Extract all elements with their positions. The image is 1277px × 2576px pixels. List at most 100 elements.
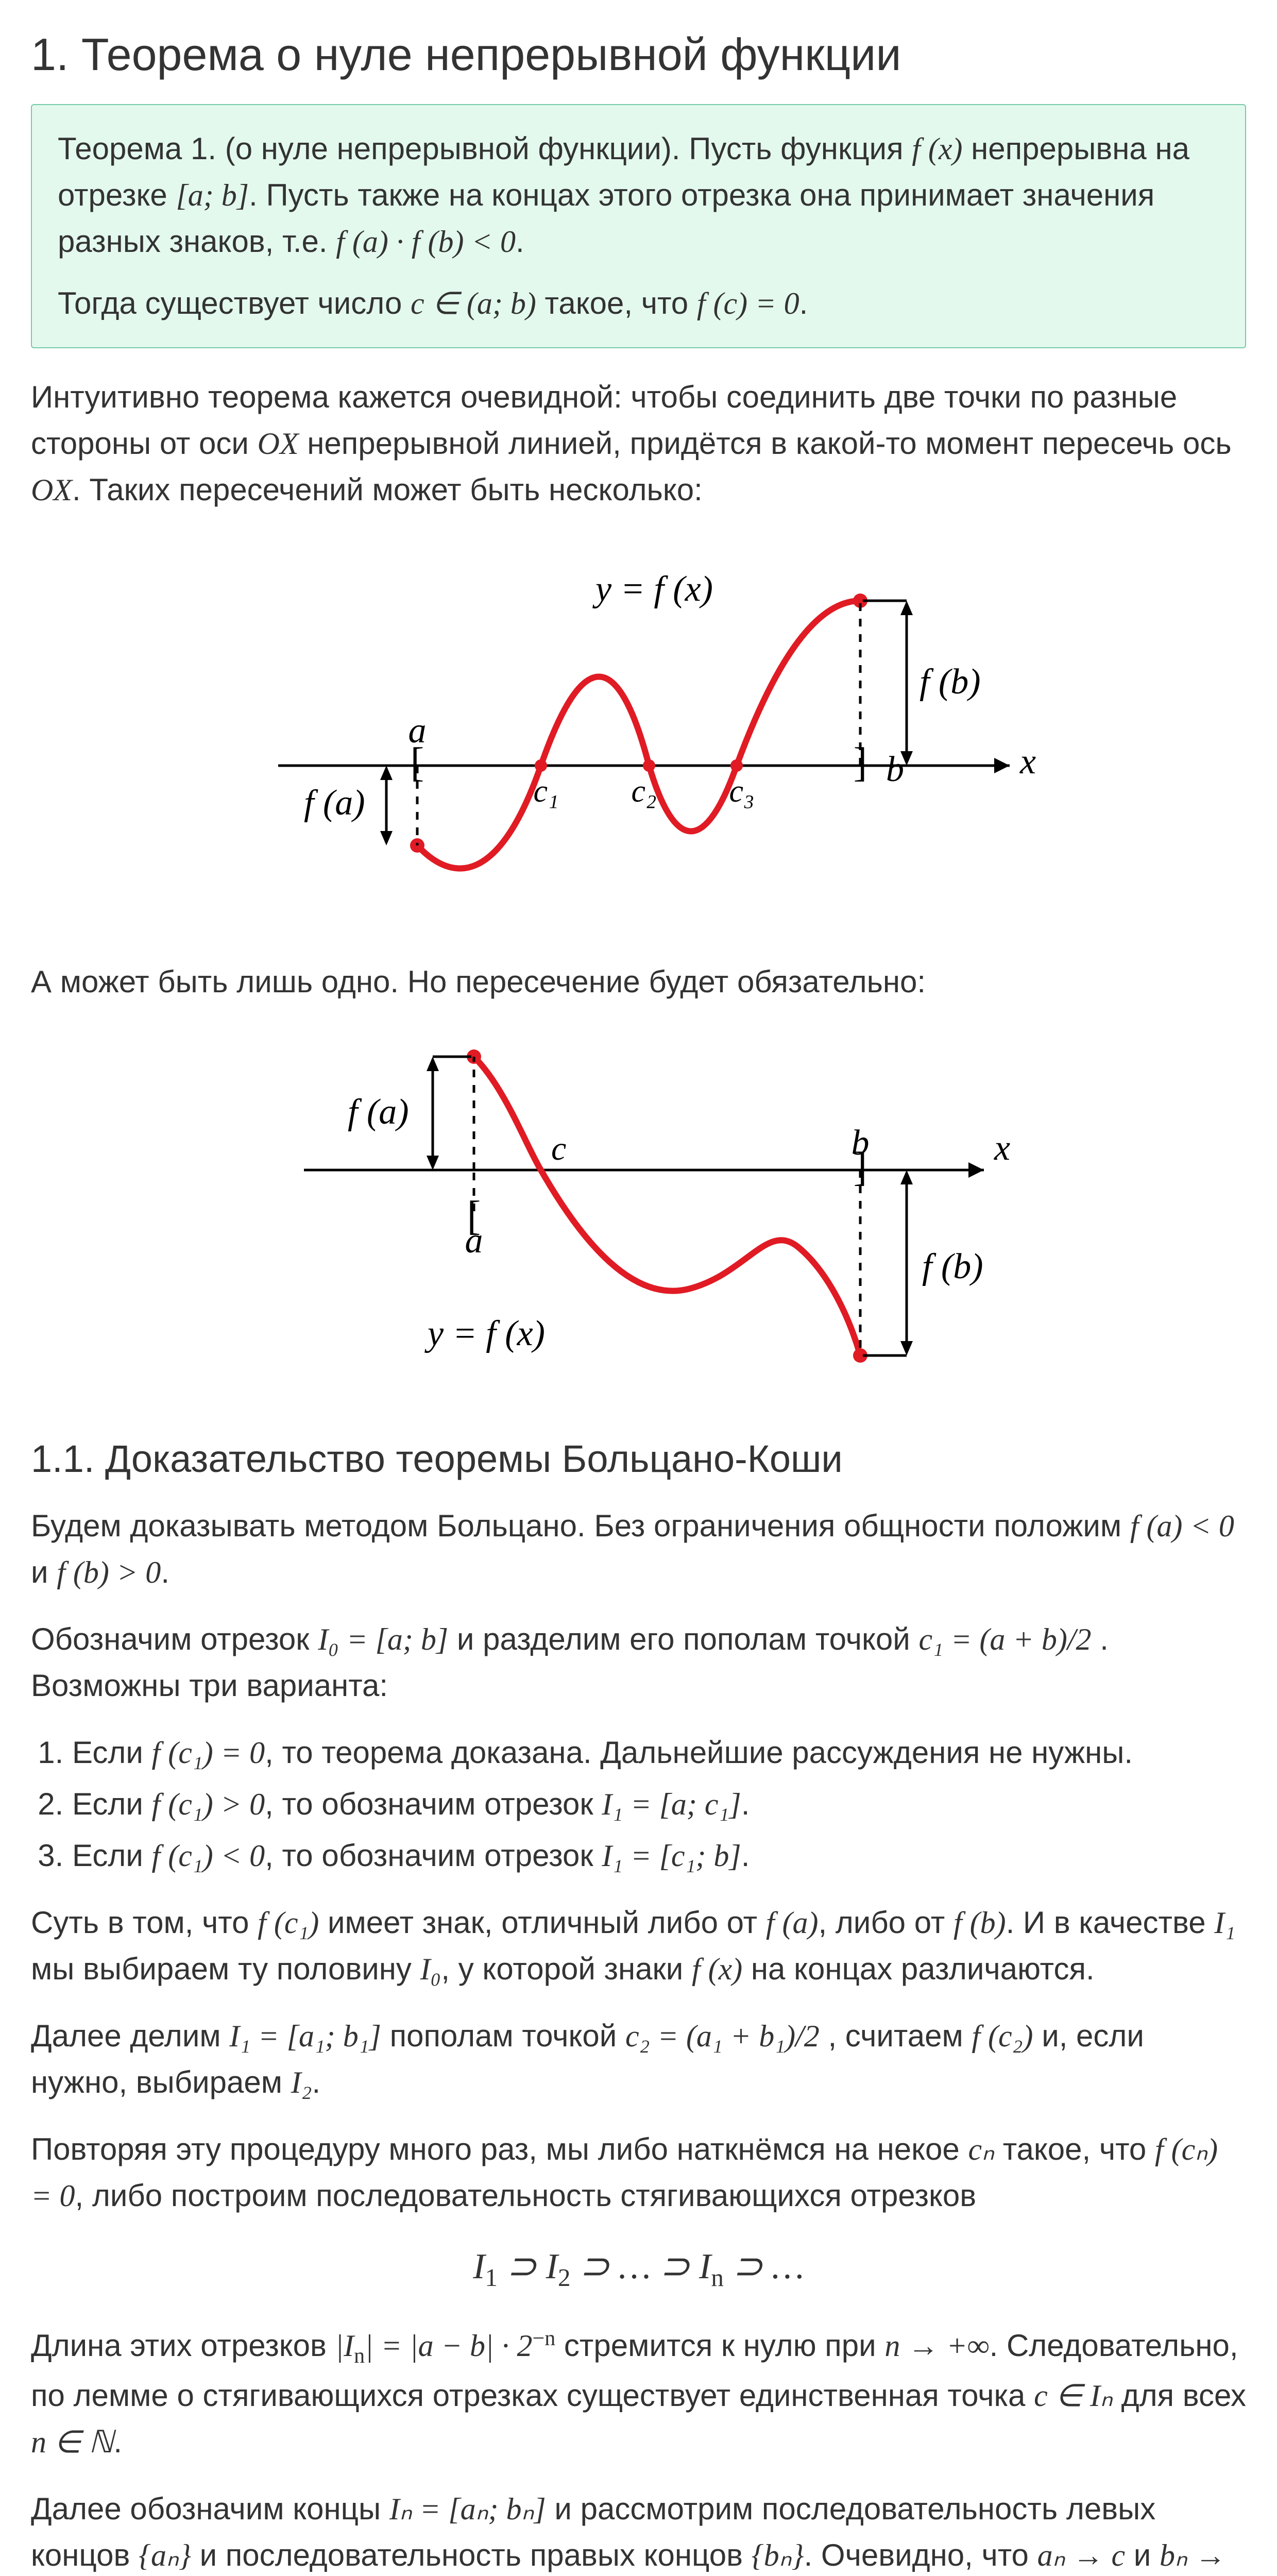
text: . Очевидно, что — [804, 2538, 1029, 2572]
figure-multiple-roots: x [ ] a b f (a) — [31, 534, 1246, 938]
condition-1: Если f (c₁) = 0, то теорема доказана. Да… — [72, 1730, 1246, 1776]
math: |In| = |a − b| · 2−n — [335, 2329, 556, 2363]
math: {bₙ} — [752, 2538, 804, 2572]
text: Суть в том, что — [31, 1905, 249, 1940]
math: I₁ = [c₁; b] — [602, 1839, 741, 1873]
text: Длина этих отрезков — [31, 2328, 327, 2363]
math: I₁ — [1214, 1906, 1235, 1940]
curve-2 — [474, 1057, 860, 1355]
math-fc0: f (c) = 0 — [697, 286, 799, 320]
math: cₙ — [968, 2132, 994, 2166]
math-f-x: f (x) — [912, 132, 962, 166]
label-a: a — [465, 1221, 483, 1261]
condition-3: Если f (c₁) < 0, то обозначим отрезок I₁… — [72, 1833, 1246, 1879]
axis-x-label: x — [1019, 742, 1036, 782]
text: , то обозначим отрезок — [265, 1787, 593, 1821]
math: f (b) — [954, 1906, 1006, 1940]
subsection-title: 1.1. Доказательство теоремы Больцано-Кош… — [31, 1430, 1246, 1487]
math: c ∈ Iₙ — [1034, 2379, 1113, 2413]
text: и разделим его пополам точкой — [457, 1622, 910, 1656]
math: I₂ — [291, 2065, 312, 2099]
label-fa: f (a) — [304, 783, 365, 823]
text: для всех — [1121, 2378, 1246, 2413]
text: , то обозначим отрезок — [265, 1838, 593, 1873]
text: Будем доказывать методом Больцано. Без о… — [31, 1509, 1121, 1543]
math: I₀ = [a; b] — [318, 1622, 448, 1656]
math: I₁ = [a; c₁] — [602, 1787, 741, 1821]
math: f (c₁) = 0 — [152, 1736, 265, 1770]
proof-p1: Будем доказывать методом Больцано. Без о… — [31, 1503, 1246, 1596]
math: f (c₁) > 0 — [152, 1787, 265, 1821]
condition-2: Если f (c₁) > 0, то обозначим отрезок I₁… — [72, 1781, 1246, 1827]
label-c: c — [551, 1130, 566, 1167]
text: , у которой знаки — [441, 1952, 683, 1986]
math: {aₙ} — [139, 2538, 191, 2572]
label-fb: f (b) — [922, 1247, 983, 1286]
section-title: 1. Теорема о нуле непрерывной функции — [31, 21, 1246, 89]
text: . Таких пересечений может быть несколько… — [72, 472, 703, 507]
text: и — [31, 1555, 48, 1589]
intuition-paragraph-1: Интуитивно теорема кажется очевидной: чт… — [31, 374, 1246, 513]
label-b: b — [851, 1123, 869, 1163]
text: Далее обозначим концы — [31, 2492, 381, 2526]
math: I1 ⊃ I2 ⊃ … ⊃ In ⊃ … — [473, 2247, 804, 2286]
page-content: 1. Теорема о нуле непрерывной функции Те… — [0, 0, 1277, 2576]
text: Обозначим отрезок — [31, 1622, 310, 1656]
proof-p2: Обозначим отрезок I₀ = [a; b] и разделим… — [31, 1616, 1246, 1709]
math: f (c₂) — [972, 2019, 1033, 2053]
math: f (c₁) < 0 — [152, 1839, 265, 1873]
text: такое, что — [1003, 2132, 1147, 2166]
math: aₙ → c — [1037, 2538, 1126, 2572]
intuition-paragraph-2: А может быть лишь одно. Но пересечение б… — [31, 959, 1246, 1005]
label-c3: c₃ — [729, 774, 754, 809]
proof-ends: Далее обозначим концы Iₙ = [aₙ; bₙ] и ра… — [31, 2486, 1246, 2576]
theorem-name: (о нуле непрерывной функции). — [225, 131, 680, 166]
math: c₂ = (a₁ + b₁)/2 — [625, 2019, 820, 2053]
nested-intervals-chain: I1 ⊃ I2 ⊃ … ⊃ In ⊃ … — [31, 2240, 1246, 2297]
math-interval: [a; b] — [176, 178, 249, 212]
text: и — [1134, 2538, 1151, 2572]
text: , либо от — [818, 1905, 945, 1940]
text: пополам точкой — [390, 2019, 617, 2053]
theorem-conclusion: Тогда существует число c ∈ (a; b) такое,… — [58, 280, 1219, 327]
text: стремится к нулю при — [564, 2328, 876, 2363]
label-fa: f (a) — [348, 1092, 409, 1132]
proof-next-step: Далее делим I₁ = [a₁; b₁] пополам точкой… — [31, 2013, 1246, 2106]
math: f (x) — [692, 1952, 742, 1986]
math-ineq: f (a) · f (b) < 0 — [336, 225, 516, 259]
math: c₁ = (a + b)/2 — [918, 1622, 1091, 1656]
proof-essence: Суть в том, что f (c₁) имеет знак, отлич… — [31, 1900, 1246, 1992]
label-c1: c₁ — [533, 774, 558, 809]
proof-repeat: Повторяя эту процедуру много раз, мы либ… — [31, 2126, 1246, 2219]
label-yfx: y = f (x) — [424, 1314, 545, 1353]
text: имеет знак, отличный либо от — [328, 1905, 757, 1940]
math-c-in: c ∈ (a; b) — [411, 286, 536, 320]
math: f (a) — [766, 1906, 819, 1940]
theorem-box: Теорема 1. (о нуле непрерывной функции).… — [31, 104, 1246, 348]
text: Если — [72, 1787, 143, 1821]
math: n → +∞ — [884, 2329, 989, 2363]
math: f (c₁) — [258, 1906, 319, 1940]
text: , считаем — [828, 2019, 963, 2053]
math: I₁ = [a₁; b₁] — [229, 2019, 381, 2053]
axis-x-label: x — [994, 1128, 1010, 1168]
label-yfx: y = f (x) — [592, 569, 713, 609]
text: , то теорема доказана. Дальнейшие рассуж… — [265, 1735, 1133, 1770]
text: . И в качестве — [1006, 1905, 1206, 1940]
math-ox: OX — [258, 427, 299, 461]
label-fb: f (b) — [920, 662, 981, 702]
math-ox: OX — [31, 473, 72, 507]
text: Далее делим — [31, 2019, 221, 2053]
math: f (b) > 0 — [57, 1555, 161, 1589]
diagram-svg-2: x [ ] a b f (a) f (b) — [252, 1026, 1025, 1386]
text: Если — [72, 1838, 143, 1873]
label-c2: c₂ — [631, 774, 656, 809]
text: непрерывной линией, придётся в какой-то … — [307, 426, 1231, 461]
label-b: b — [886, 750, 904, 789]
text: мы выбираем ту половину — [31, 1952, 412, 1986]
text: Тогда существует число — [58, 286, 402, 320]
math: f (a) < 0 — [1130, 1509, 1234, 1543]
text: , либо построим последовательность стяги… — [75, 2178, 977, 2213]
text: Если — [72, 1735, 143, 1770]
text: такое, что — [545, 286, 689, 320]
